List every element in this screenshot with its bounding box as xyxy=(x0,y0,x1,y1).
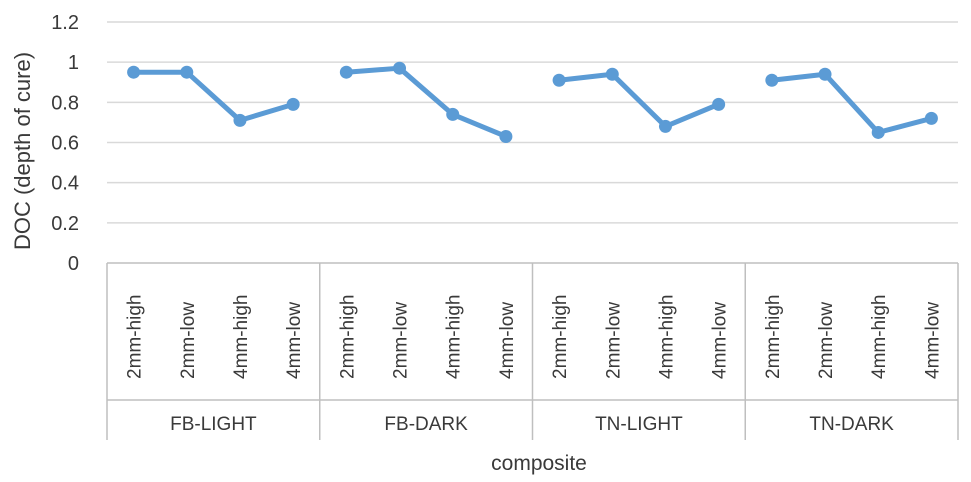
x-tick-label: 2mm-high xyxy=(550,295,571,379)
data-point xyxy=(446,107,460,121)
series-line xyxy=(131,69,296,123)
x-group-label: FB-DARK xyxy=(384,414,468,435)
x-group-label: FB-LIGHT xyxy=(170,414,257,435)
series-line xyxy=(556,71,722,129)
data-point xyxy=(605,67,619,81)
y-tick-label: 0 xyxy=(68,253,79,275)
data-point xyxy=(552,73,566,87)
data-point xyxy=(712,97,726,111)
series-line xyxy=(343,65,509,139)
x-tick-label: 2mm-low xyxy=(603,302,624,379)
data-point xyxy=(233,113,247,127)
y-tick-label: 1 xyxy=(68,52,79,74)
y-tick-label: 1.2 xyxy=(51,12,79,34)
data-point xyxy=(180,65,194,79)
y-tick-label: 0.8 xyxy=(51,92,79,114)
data-point xyxy=(339,65,353,79)
x-tick-label: 4mm-high xyxy=(656,295,677,379)
gridlines xyxy=(107,21,958,264)
x-tick-label: 4mm-high xyxy=(231,295,252,379)
y-axis-ticks: 0 0.2 0.4 0.6 0.8 1 1.2 xyxy=(51,12,79,275)
x-tick-label: 4mm-high xyxy=(444,295,465,379)
data-point xyxy=(127,65,141,79)
x-axis: 2mm-high 2mm-low 4mm-high 4mm-low FB-LIGHT 2m… xyxy=(106,263,959,440)
x-group-label: TN-LIGHT xyxy=(595,414,683,435)
data-point xyxy=(658,119,672,133)
y-tick-label: 0.2 xyxy=(51,213,79,235)
series-line xyxy=(769,71,934,135)
x-axis-label: composite xyxy=(491,452,587,475)
x-tick-label: 4mm-low xyxy=(710,302,731,379)
data-point xyxy=(871,125,885,139)
x-tick-label: 2mm-high xyxy=(337,295,358,379)
x-tick-label: 2mm-low xyxy=(178,302,199,379)
x-tick-label: 4mm-low xyxy=(922,302,943,379)
data-point xyxy=(765,73,779,87)
data-point xyxy=(499,129,513,143)
x-tick-label: 4mm-low xyxy=(284,302,305,379)
x-tick-label: 2mm-low xyxy=(816,302,837,379)
data-point xyxy=(286,97,300,111)
x-group-label: TN-DARK xyxy=(809,414,894,435)
data-series xyxy=(127,61,938,143)
data-point xyxy=(393,61,407,75)
x-tick-label: 2mm-high xyxy=(763,295,784,379)
y-axis-label: DOC (depth of cure) xyxy=(10,52,35,250)
data-point xyxy=(924,111,938,125)
x-tick-label: 2mm-high xyxy=(125,295,146,379)
x-tick-label: 2mm-low xyxy=(391,302,412,379)
x-tick-label: 4mm-high xyxy=(869,295,890,379)
y-tick-label: 0.6 xyxy=(51,133,79,155)
y-tick-label: 0.4 xyxy=(51,173,79,195)
x-tick-label: 4mm-low xyxy=(497,302,518,379)
data-point xyxy=(818,67,832,81)
